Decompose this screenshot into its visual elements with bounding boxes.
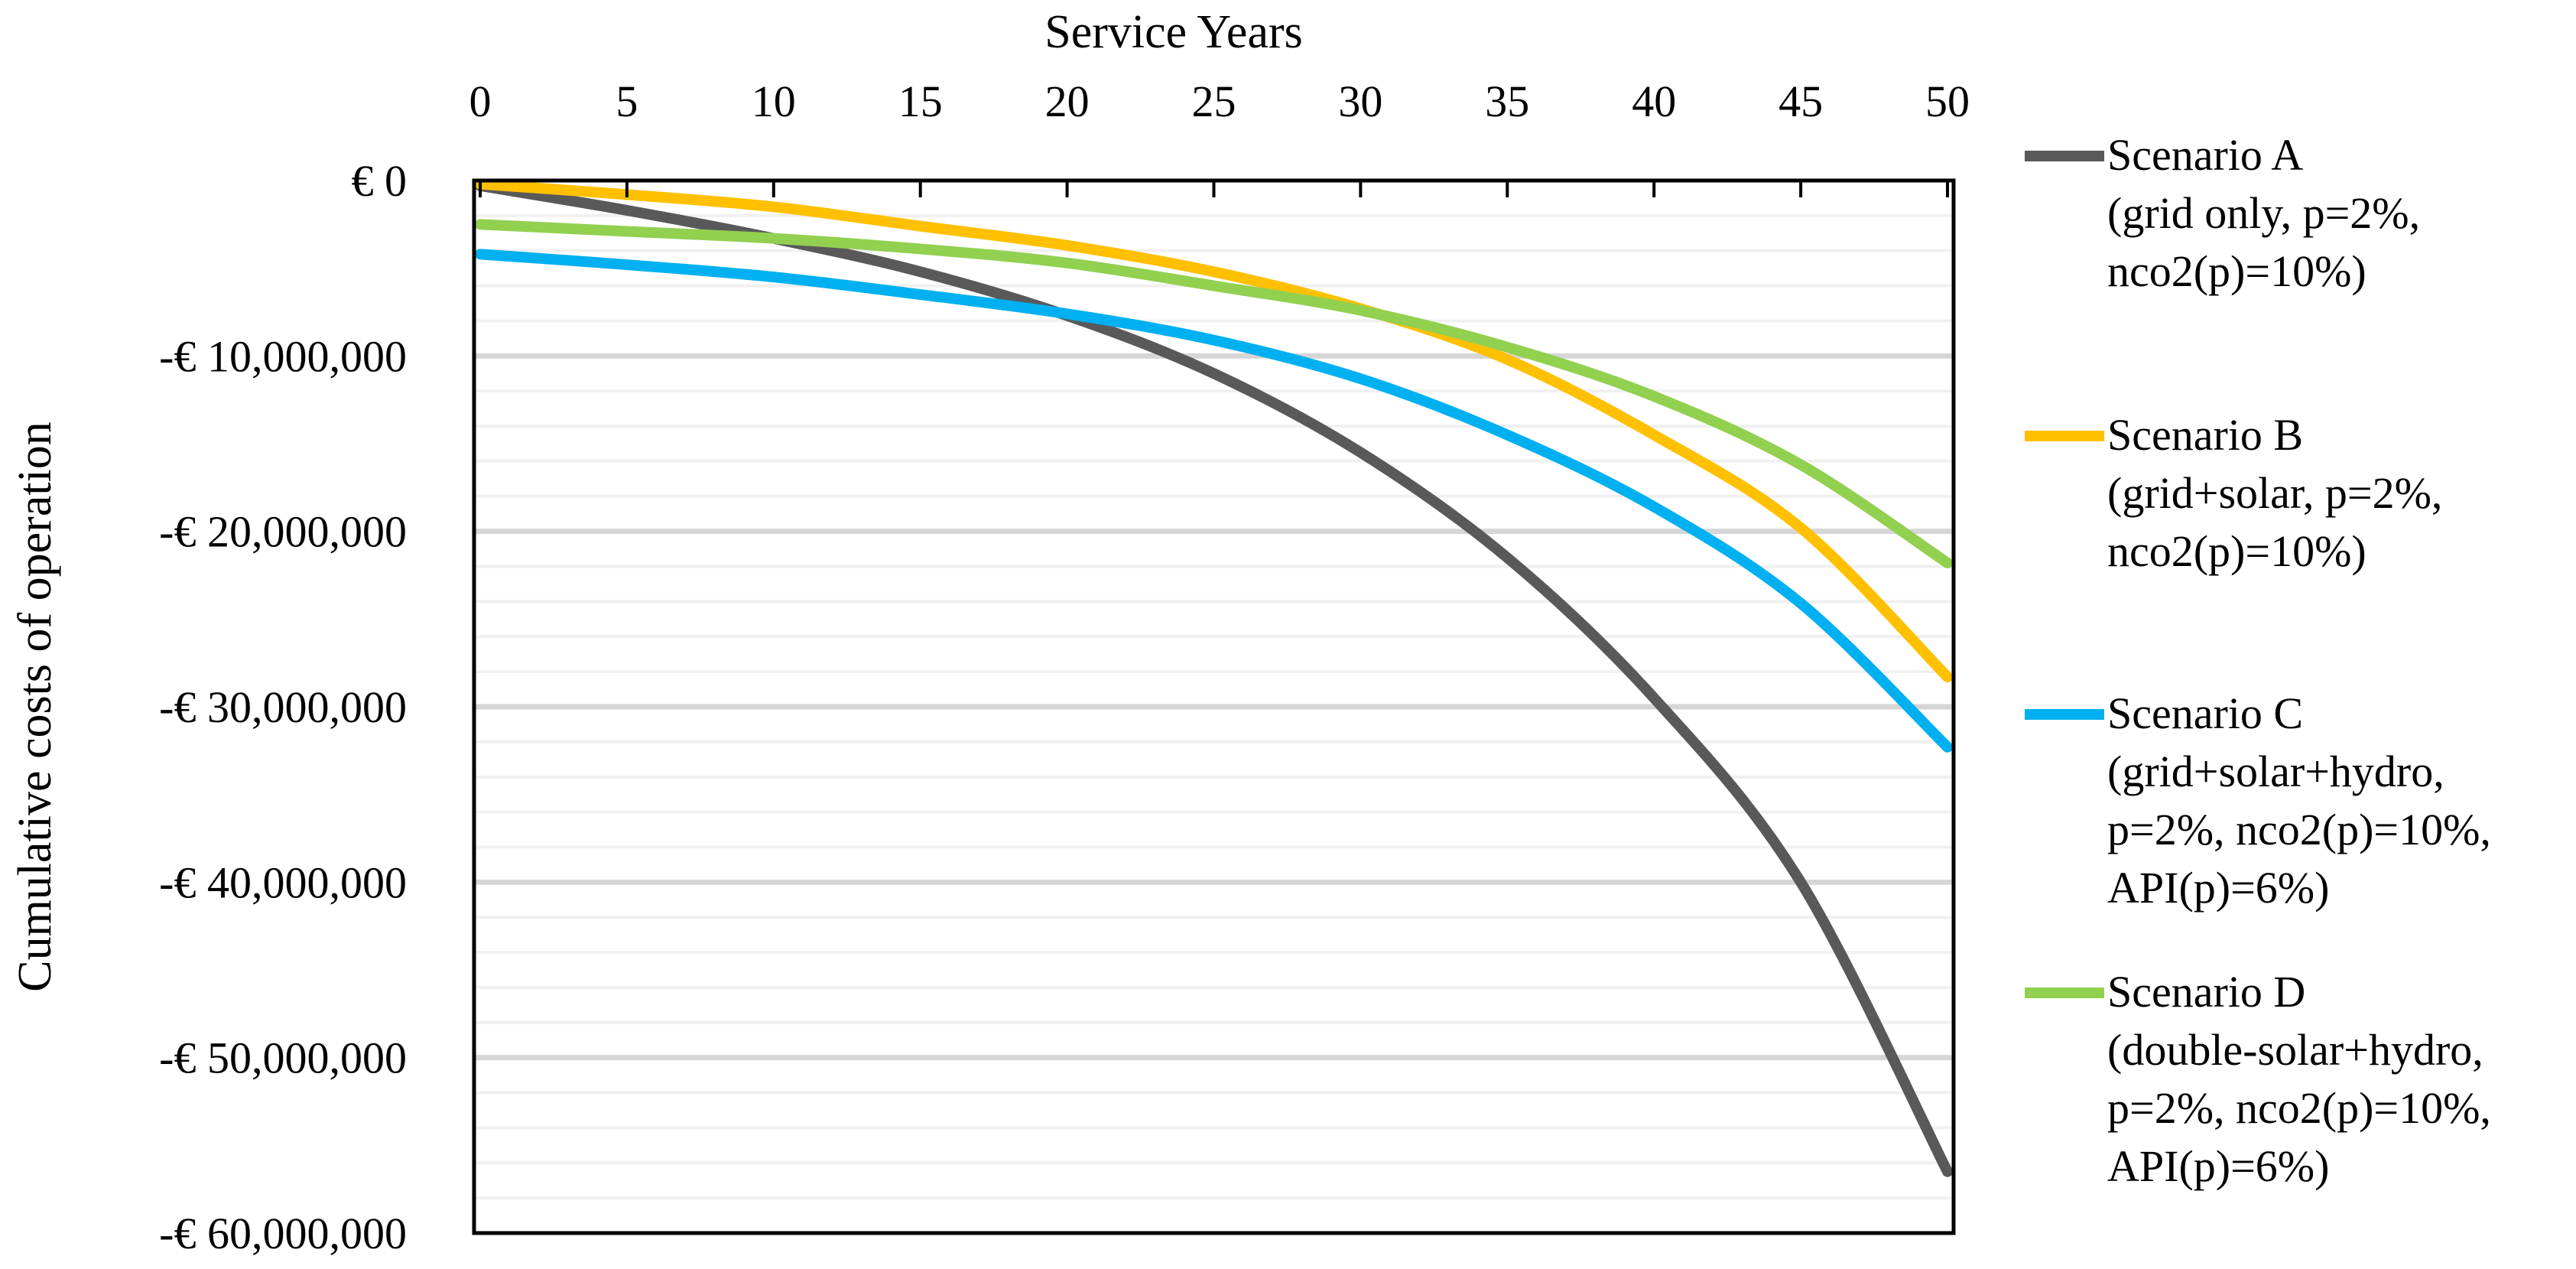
y-tick-label: -€ 30,000,000 [159, 682, 407, 732]
x-tick-label: 15 [898, 76, 943, 126]
x-axis-tick-labels: 0 5 10 15 20 25 30 35 40 45 50 [469, 76, 1970, 126]
y-tick-label: -€ 20,000,000 [159, 507, 407, 557]
x-tick-label: 50 [1925, 76, 1970, 126]
series-layer [475, 178, 1953, 1177]
x-tick-label: 10 [752, 76, 796, 126]
y-tick-label: € 0 [352, 156, 408, 206]
scenario-b-legend-text: nco2(p)=10%) [2107, 526, 2366, 576]
scenario-a-legend-text: nco2(p)=10%) [2107, 246, 2366, 296]
scenario-a-legend-text: Scenario A [2107, 130, 2303, 180]
scenario-d-legend-text: Scenario D [2107, 967, 2305, 1017]
x-tick-label: 0 [469, 76, 492, 126]
x-tick-label: 35 [1485, 76, 1529, 126]
scenario-c-line [475, 249, 1953, 753]
y-tick-label: -€ 10,000,000 [159, 331, 407, 381]
x-axis-title: Service Years [1044, 6, 1303, 58]
x-tick-label: 45 [1779, 76, 1823, 126]
x-axis-ticks [479, 181, 1949, 197]
y-tick-label: -€ 40,000,000 [159, 857, 407, 907]
x-tick-label: 5 [616, 76, 638, 126]
y-tick-label: -€ 50,000,000 [159, 1033, 407, 1083]
y-tick-label: -€ 60,000,000 [159, 1209, 407, 1258]
scenario-c-legend-text: Scenario C [2107, 688, 2303, 738]
scenario-b-line [475, 178, 1953, 683]
scenario-c-legend-text: p=2%, nco2(p)=10%, [2107, 805, 2491, 854]
x-tick-label: 40 [1632, 76, 1676, 126]
scenario-d-legend-text: p=2%, nco2(p)=10%, [2107, 1083, 2491, 1133]
scenario-c-legend-text: API(p)=6%) [2107, 863, 2329, 913]
x-tick-label: 30 [1338, 76, 1382, 126]
scenario-d-line [475, 219, 1953, 568]
scenario-d-legend-text: (double-solar+hydro, [2107, 1025, 2483, 1075]
major-gridlines [474, 353, 1954, 1061]
scenario-d-legend-text: API(p)=6%) [2107, 1141, 2329, 1191]
x-tick-label: 25 [1192, 76, 1236, 126]
y-axis-title: Cumulative costs of operation [9, 421, 61, 992]
scenario-c-legend-text: (grid+solar+hydro, [2107, 747, 2444, 796]
scenario-a-legend-text: (grid only, p=2%, [2107, 188, 2420, 238]
minor-gridlines [474, 213, 1954, 1200]
x-tick-label: 20 [1045, 76, 1090, 126]
y-axis-tick-labels: € 0 -€ 10,000,000 -€ 20,000,000 -€ 30,000,0… [159, 156, 407, 1258]
legend: Scenario A (grid only, p=2%, nco2(p)=10%) S… [2025, 130, 2491, 1191]
scenario-b-legend-text: (grid+solar, p=2%, [2107, 468, 2442, 518]
scenario-b-legend-text: Scenario B [2107, 410, 2303, 460]
